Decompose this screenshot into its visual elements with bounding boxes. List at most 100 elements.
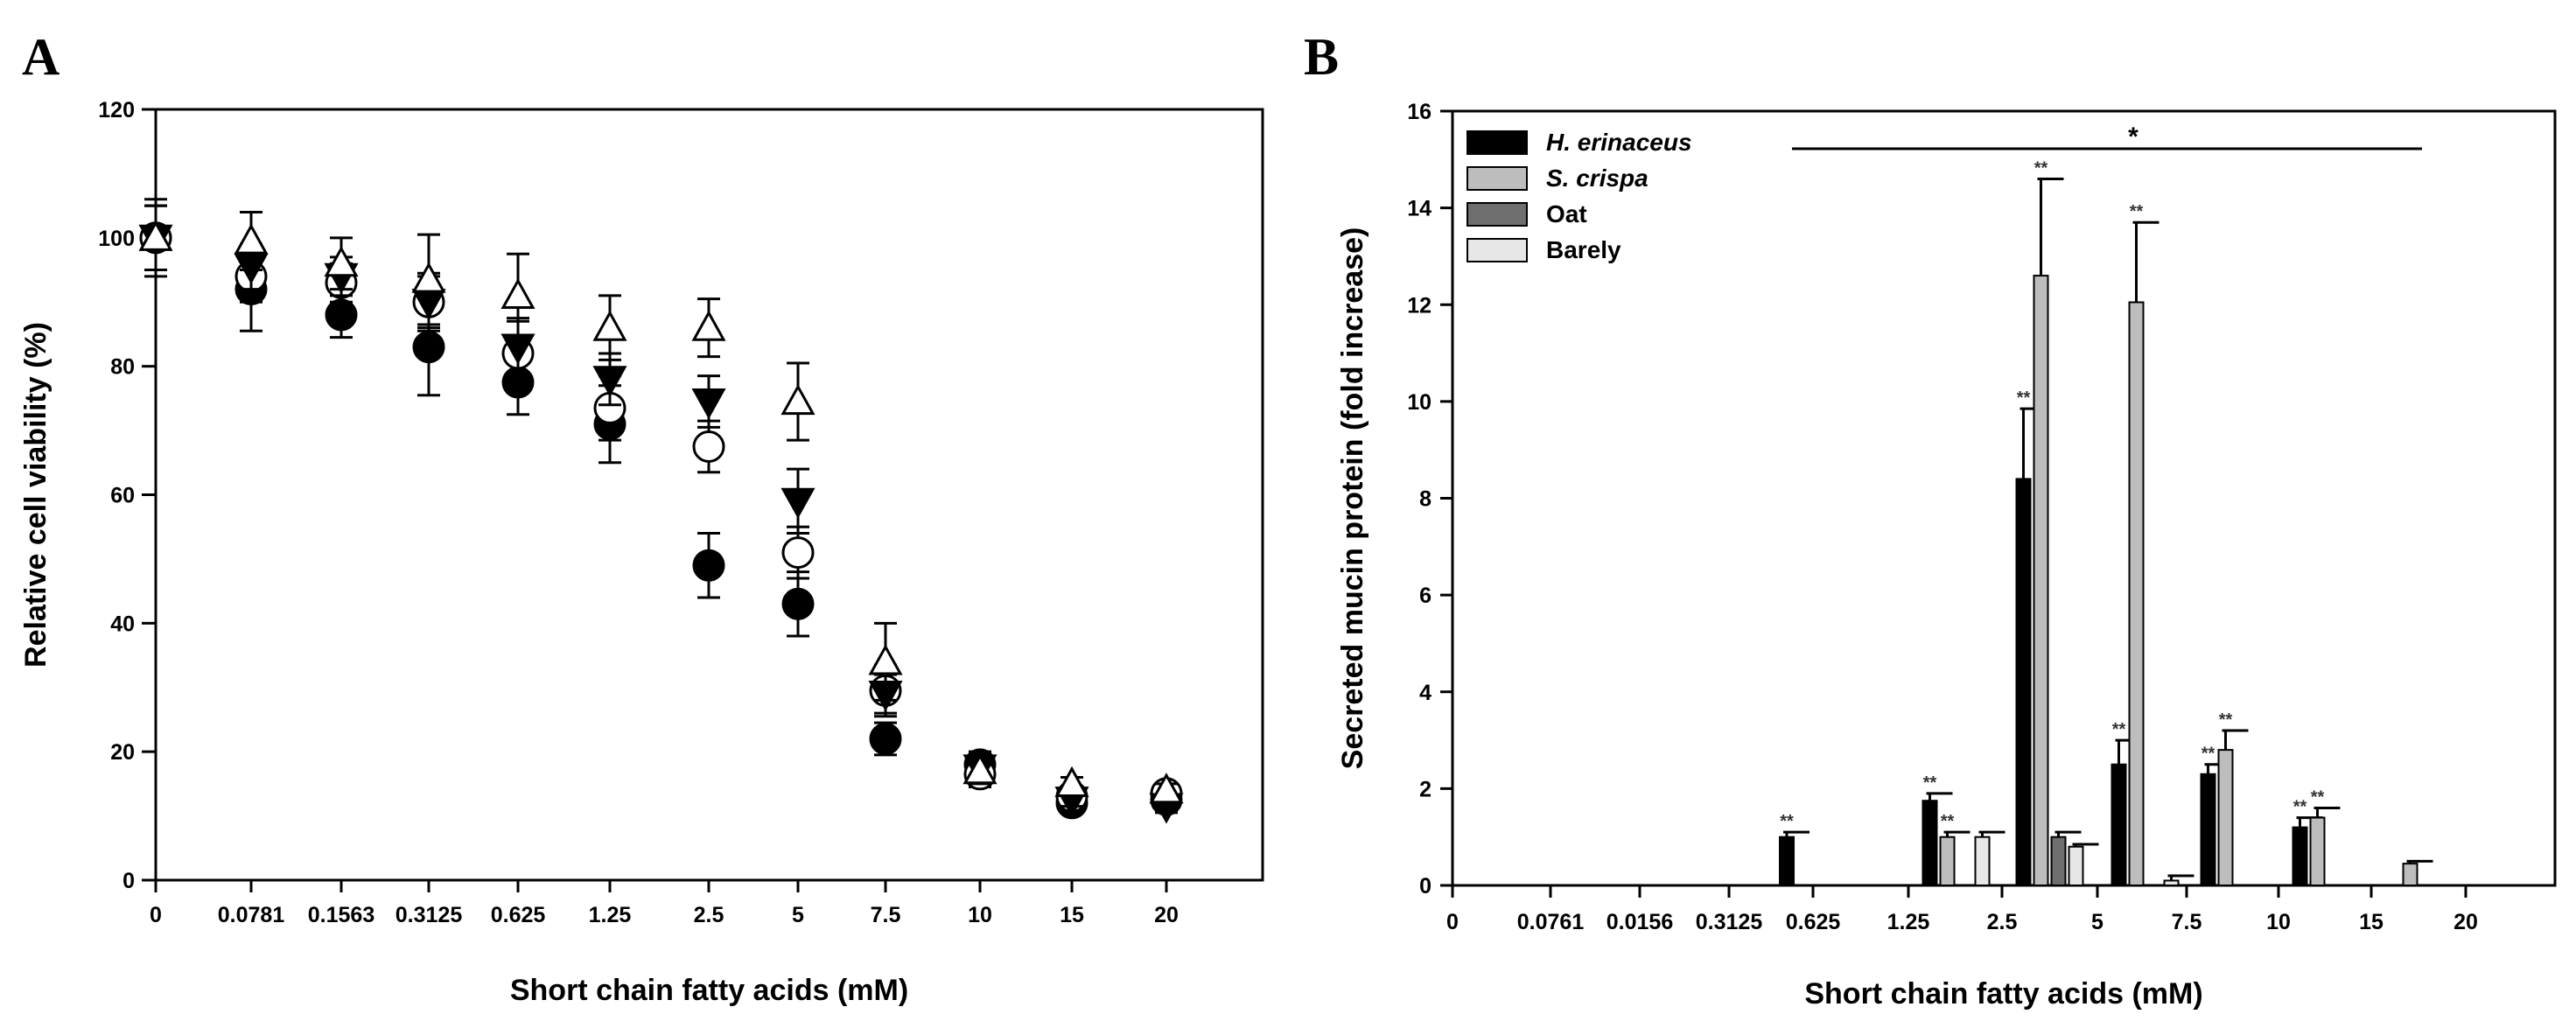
open-triangle-up-point (234, 223, 269, 255)
bar-h-erinaceus (2110, 763, 2127, 886)
legend-label: Barely (1546, 236, 1621, 263)
x-tick-label-a: 7.5 (871, 903, 901, 927)
open-circle-point (781, 536, 815, 570)
y-tick-label-b: 0 (1419, 874, 1432, 899)
filled-triangle-down-point (780, 487, 816, 519)
significance-stars: ** (2130, 202, 2144, 221)
bar-s-crispa (2217, 749, 2234, 886)
legend-swatch (1466, 166, 1528, 191)
x-tick-label-a: 0.1563 (308, 903, 374, 927)
y-tick-label-a: 120 (98, 98, 135, 122)
open-triangle-up-point (324, 246, 359, 277)
bar-barely (2068, 845, 2084, 886)
filled-circle-point (692, 549, 725, 582)
legend-label: S. crispa (1546, 164, 1648, 192)
x-tick-label-a: 2.5 (694, 903, 724, 927)
x-tick-label-b: 15 (2359, 910, 2384, 934)
y-tick-label-a: 80 (110, 355, 135, 380)
y-tick-label-a: 100 (98, 227, 135, 251)
y-tick-label-b: 2 (1419, 777, 1432, 801)
x-tick-label-a: 0.625 (491, 903, 546, 927)
significance-stars: ** (2034, 158, 2048, 178)
bar-s-crispa (2033, 275, 2049, 886)
y-axis-label-b: Secreted mucin protein (fold increase) (1336, 227, 1369, 770)
y-tick-label-b: 14 (1407, 197, 1432, 221)
bar-s-crispa (2309, 816, 2326, 886)
significance-stars: ** (2112, 720, 2126, 739)
bar-s-crispa (2128, 301, 2145, 886)
y-axis-label-a: Relative cell viability (%) (19, 322, 52, 668)
significance-stars: ** (2202, 745, 2216, 764)
bar-barely (2163, 879, 2180, 886)
x-tick-label-a: 10 (968, 903, 992, 927)
y-tick-label-a: 20 (110, 740, 135, 765)
open-circle-point (692, 430, 725, 463)
y-tick-label-b: 6 (1419, 584, 1432, 608)
x-tick-label-a: 20 (1154, 903, 1179, 927)
open-triangle-up-point (780, 383, 816, 416)
significance-stars: ** (2219, 710, 2233, 730)
panel-a-letter: A (22, 28, 60, 86)
x-tick-label-b: 7.5 (2172, 910, 2202, 934)
y-tick-label-b: 12 (1407, 293, 1432, 318)
legend-label: H. erinaceus (1546, 129, 1692, 156)
x-tick-label-a: 0.3125 (396, 903, 463, 927)
y-tick-label-a: 40 (110, 612, 135, 636)
x-tick-label-a: 1.25 (589, 903, 632, 927)
filled-circle-point (412, 331, 445, 364)
y-tick-label-b: 10 (1407, 390, 1432, 415)
bar-h-erinaceus (1779, 836, 1795, 886)
filled-triangle-down-point (691, 388, 726, 420)
x-tick-label-b: 0.0761 (1517, 910, 1585, 934)
significance-stars: ** (2293, 798, 2307, 817)
x-tick-label-b: 1.25 (1887, 910, 1930, 934)
x-tick-label-a: 0.0781 (218, 903, 285, 927)
x-tick-label-a: 0 (150, 903, 162, 927)
open-triangle-up-point (592, 310, 627, 341)
legend-label: Oat (1546, 200, 1587, 227)
open-triangle-up-point (500, 277, 536, 310)
bar-h-erinaceus (2292, 826, 2308, 886)
legend-swatch (1466, 202, 1528, 227)
y-tick-label-b: 4 (1419, 681, 1432, 705)
open-triangle-up-point (868, 644, 903, 675)
plot-frame-a (154, 108, 1264, 882)
open-triangle-up-point (1054, 766, 1089, 797)
chart-a: 0 20 40 60 80 100 120 0 0.0781 0.1563 0.3125 0.625 1… (19, 98, 1264, 1007)
open-triangle-up-point (1149, 773, 1184, 804)
y-tick-label-b: 16 (1407, 100, 1432, 124)
legend-swatch (1466, 130, 1528, 155)
y-tick-label-b: 8 (1419, 487, 1432, 512)
x-axis-label-a: Short chain fatty acids (mM) (510, 974, 908, 1007)
x-tick-label-b: 2.5 (1987, 910, 2018, 934)
bar-barely (1974, 836, 1991, 886)
bar-s-crispa (1939, 836, 1956, 886)
bar-s-crispa (2402, 863, 2418, 886)
legend-swatch (1466, 238, 1528, 262)
x-tick-label-b: 20 (2454, 910, 2478, 934)
bar-h-erinaceus (2200, 773, 2216, 886)
significance-stars: ** (2311, 788, 2325, 808)
chart-b: 0 2 4 6 8 10 12 14 16 0 0.0761 0.0156 0.3125 0.625 1.2… (1336, 100, 2557, 1011)
y-tick-label-a: 60 (110, 484, 135, 508)
filled-circle-point (869, 722, 902, 755)
significance-stars: ** (1923, 773, 1937, 793)
significance-stars: ** (2017, 388, 2031, 408)
filled-circle-point (781, 587, 815, 620)
bar-oat (2050, 836, 2067, 886)
open-triangle-up-point (962, 753, 998, 785)
filled-triangle-down-point (592, 366, 627, 397)
x-axis-label-b: Short chain fatty acids (mM) (1804, 977, 2202, 1011)
x-tick-label-b: 0.3125 (1696, 910, 1763, 934)
bar-h-erinaceus (2015, 478, 2032, 886)
x-tick-label-b: 5 (2091, 910, 2104, 934)
x-tick-label-a: 5 (792, 903, 804, 927)
x-tick-label-b: 10 (2266, 910, 2291, 934)
open-triangle-up-point (691, 310, 726, 341)
significance-star: * (2128, 122, 2138, 151)
plot-frame-b (1451, 109, 2557, 887)
y-tick-label-a: 0 (122, 869, 135, 893)
x-tick-label-b: 0 (1446, 910, 1459, 934)
open-triangle-up-point (138, 220, 173, 251)
